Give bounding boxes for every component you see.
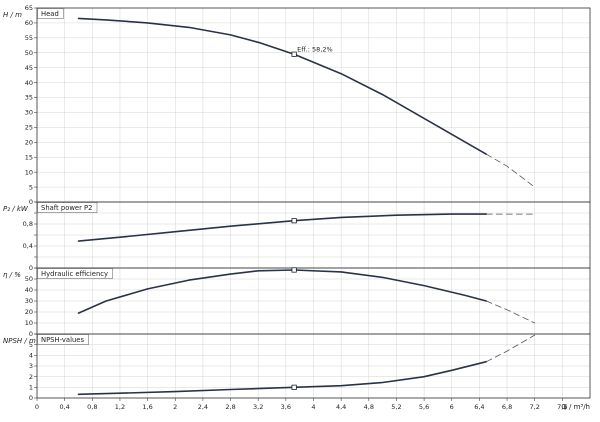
y-tick-label: 20	[25, 139, 33, 147]
y-tick-label: 0,4	[23, 242, 33, 250]
panel-title: Head	[41, 10, 59, 18]
panel-title: NPSH-values	[41, 336, 84, 344]
y-tick-label: 10	[25, 168, 33, 176]
x-tick-label: 7,6	[557, 403, 567, 411]
x-tick-label: 7,2	[530, 403, 540, 411]
panel-title: Hydraulic efficiency	[41, 270, 108, 278]
y-tick-label: 35	[25, 94, 33, 102]
performance-curve	[77, 360, 488, 396]
x-tick-label: 0	[35, 403, 39, 411]
panel-title-box	[37, 268, 113, 279]
duty-point-marker	[291, 218, 297, 224]
panel-title-box	[37, 8, 64, 19]
y-axis-label: NPSH / m	[3, 337, 36, 345]
y-axis-label: H / m	[3, 11, 22, 19]
panel-title-box	[37, 334, 89, 345]
y-tick-label: 30	[25, 297, 33, 305]
x-tick-label: 0,8	[87, 403, 97, 411]
y-tick-label: 2	[29, 373, 33, 381]
y-tick-label: 50	[25, 49, 33, 57]
y-tick-label: 25	[25, 124, 33, 132]
y-tick-label: 45	[25, 64, 33, 72]
y-tick-label: 20	[25, 308, 33, 316]
duty-point-marker	[291, 51, 297, 57]
duty-point-marker	[291, 267, 297, 273]
panel-title-box	[37, 202, 98, 213]
x-tick-label: 5,2	[391, 403, 401, 411]
panel-0: 0 5 10 15 20 25 30 35 40 45 50 55 60 65H / m Head Eff.:…	[3, 4, 591, 206]
y-tick-label: 3	[29, 362, 33, 370]
curve-extension-dashed	[485, 300, 536, 324]
x-tick-label: 1,6	[142, 403, 152, 411]
y-axis-label: P₂ / kW	[3, 205, 29, 213]
y-tick-label: 0	[29, 330, 33, 338]
performance-curve	[77, 213, 488, 242]
x-tick-label: 4	[311, 403, 315, 411]
x-tick-label: 1,2	[115, 403, 125, 411]
x-tick-label: 5,6	[419, 403, 429, 411]
panel-title: Shaft power P2	[41, 204, 92, 212]
x-tick-label: 3,2	[253, 403, 263, 411]
x-tick-label: 6,4	[474, 403, 484, 411]
y-tick-label: 55	[25, 34, 33, 42]
x-tick-label: 2,4	[198, 403, 208, 411]
y-tick-label: 15	[25, 153, 33, 161]
panel-1: 0 0,4 0,8 P₂ / kW Shaft power P2	[3, 201, 591, 272]
y-tick-label: 40	[25, 79, 33, 87]
y-tick-label: 40	[25, 286, 33, 294]
x-tick-label: 0,4	[59, 403, 69, 411]
y-tick-label: 30	[25, 109, 33, 117]
x-tick-label: 4,8	[364, 403, 374, 411]
y-tick-label: 0	[29, 264, 33, 272]
y-tick-label: 0	[29, 394, 33, 402]
y-axis-label: η / %	[3, 271, 21, 279]
performance-curve	[77, 269, 488, 314]
y-tick-label: 0,8	[23, 220, 33, 228]
x-tick-label: 4,4	[336, 403, 346, 411]
performance-curve	[77, 17, 488, 155]
curve-extension-dashed	[485, 334, 536, 363]
y-tick-label: 65	[25, 4, 33, 12]
x-tick-label: 6	[450, 403, 454, 411]
x-tick-label: 3,6	[281, 403, 291, 411]
efficiency-annotation: Eff.: 58,2%	[297, 45, 333, 53]
panel-2: 0 10 20 30 40 50 η / % Hydraulic efficiency	[3, 267, 591, 338]
x-axis: 0 0,4 0,8 1,2 1,6 2 2,4 2,8 3,2 3,6 4 4,4 4,8 5,2 5,6 6…	[35, 398, 590, 411]
y-tick-label: 4	[29, 352, 33, 360]
duty-point-marker	[291, 384, 297, 390]
x-tick-label: 2,8	[225, 403, 235, 411]
y-tick-label: 5	[29, 183, 33, 191]
y-tick-label: 10	[25, 319, 33, 327]
y-tick-label: 1	[29, 384, 33, 392]
x-axis-label: Q / m³/h	[561, 403, 590, 411]
x-tick-label: 2	[173, 403, 177, 411]
x-tick-label: 6,8	[502, 403, 512, 411]
y-tick-label: 60	[25, 19, 33, 27]
y-tick-label: 0	[29, 198, 33, 206]
curve-extension-dashed	[485, 153, 536, 188]
y-tick-label: 5	[29, 341, 33, 349]
y-tick-label: 50	[25, 275, 33, 283]
